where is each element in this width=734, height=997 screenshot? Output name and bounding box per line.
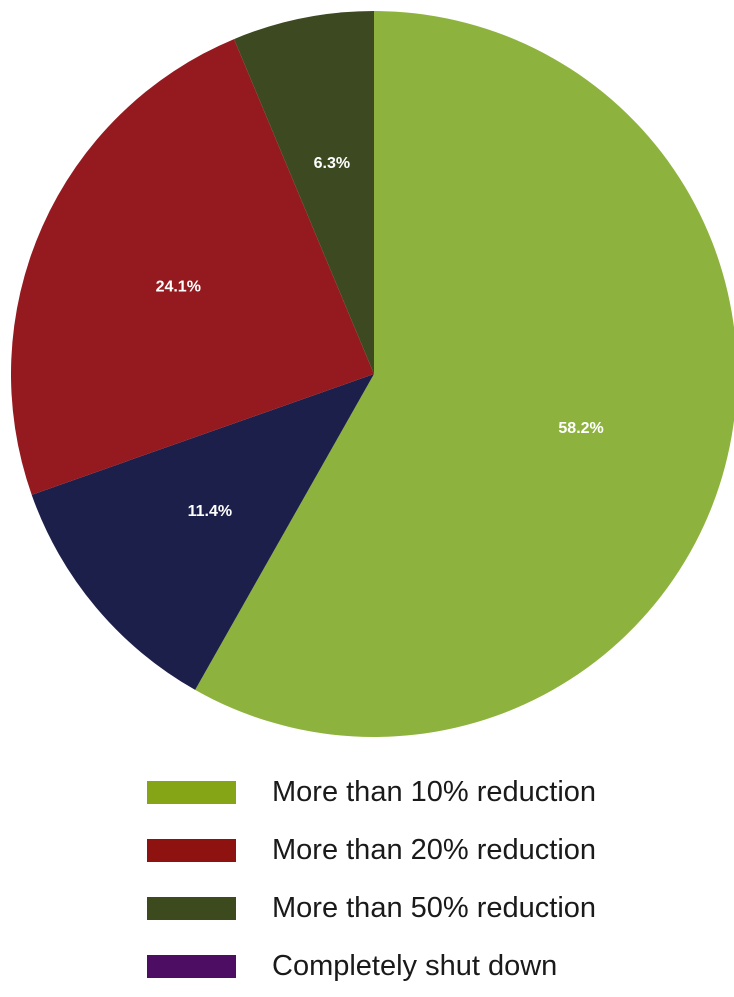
pie-slice-label: 58.2% xyxy=(558,420,603,437)
pie-slice xyxy=(10,39,375,495)
legend-swatch xyxy=(147,781,236,804)
pie-slice-labels: 58.2% 11.4% 24.1% 6.3% xyxy=(156,155,604,520)
legend-label: More than 10% reduction xyxy=(272,776,597,808)
pie-chart: 58.2% 11.4% 24.1% 6.3% xyxy=(10,11,734,737)
legend-label: Completely shut down xyxy=(272,950,558,982)
legend-swatch xyxy=(147,897,236,920)
pie-slice xyxy=(234,11,374,374)
pie-slice xyxy=(31,374,375,690)
pie-slice xyxy=(195,11,734,737)
pie-slices xyxy=(10,11,734,737)
legend-swatch xyxy=(147,839,236,862)
pie-slice-label: 24.1% xyxy=(156,278,201,295)
legend-swatch xyxy=(147,955,236,978)
pie-slice-label: 11.4% xyxy=(188,503,232,520)
pie-slice-label: 6.3% xyxy=(314,155,350,172)
legend-label: More than 20% reduction xyxy=(272,834,597,866)
legend-label: More than 50% reduction xyxy=(272,892,597,924)
